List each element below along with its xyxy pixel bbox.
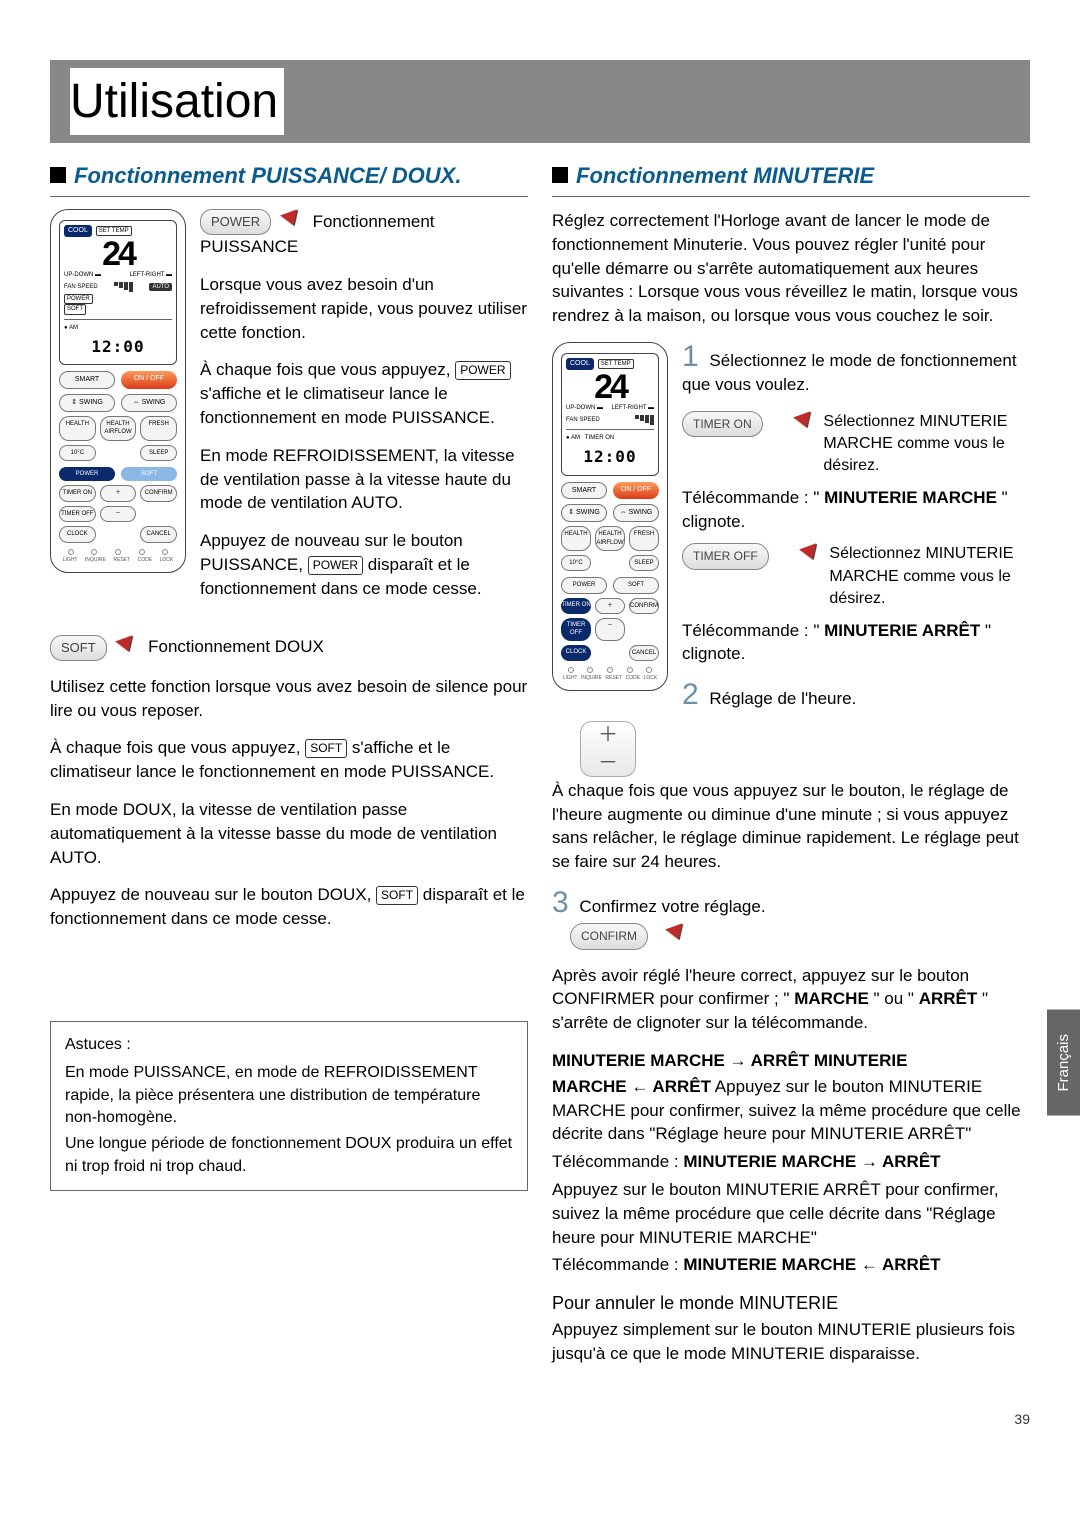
- telecommande-1: Télécommande : MINUTERIE MARCHE → ARRÊT: [552, 1150, 1030, 1174]
- btn-timeron: TIMER ON: [59, 485, 96, 501]
- btn-soft: SOFT: [121, 467, 177, 481]
- btn-sleep: SLEEP: [140, 445, 177, 461]
- lcd-clock: 12:00: [64, 336, 172, 358]
- timer-off-text: Sélectionnez MINUTERIE MARCHE comme vous…: [829, 543, 1030, 610]
- timer-on-text: Sélectionnez MINUTERIE MARCHE comme vous…: [823, 411, 1030, 478]
- cancel-text: Appuyez simplement sur le bouton MINUTER…: [552, 1318, 1030, 1366]
- marche-arret-p2: Appuyez sur le bouton MINUTERIE ARRÊT po…: [552, 1178, 1030, 1249]
- timer-off-button[interactable]: TIMER OFF: [682, 543, 769, 570]
- square-bullet-icon: [50, 167, 66, 183]
- left-column: Fonctionnement PUISSANCE/ DOUX. COOL SET…: [50, 161, 528, 1380]
- remote-illustration: COOL SET TEMP 24 UP-DOWN ▬LEFT-RIGHT ▬ F…: [50, 209, 186, 573]
- cursor-icon: [280, 209, 302, 228]
- square-bullet-icon: [552, 167, 568, 183]
- tips-1: En mode PUISSANCE, en mode de REFROIDISS…: [65, 1062, 513, 1129]
- section-heading-power-soft: Fonctionnement PUISSANCE/ DOUX.: [50, 161, 528, 197]
- lcd-auto: AUTO: [149, 283, 172, 291]
- soft-p4: Appuyez de nouveau sur le bouton DOUX, S…: [50, 883, 528, 931]
- btn-swing-v: ⇕ SWING: [59, 394, 115, 412]
- lcd-cool: COOL: [64, 225, 92, 237]
- remote-illustration-2: COOL SET TEMP 24 UP-DOWN ▬LEFT-RIGHT ▬ F…: [552, 342, 668, 691]
- power-chip-icon: POWER: [308, 556, 363, 575]
- lcd-soft-chip: SOFT: [64, 304, 86, 314]
- cursor-icon: [116, 635, 138, 654]
- btn-health: HEALTH: [59, 416, 96, 441]
- minus-icon: －: [598, 758, 618, 768]
- plus-icon: ＋: [598, 730, 618, 740]
- tips-2: Une longue période de fonctionnement DOU…: [65, 1133, 513, 1178]
- lcd-fan: FAN SPEED: [64, 283, 98, 291]
- btn-fresh: FRESH: [140, 416, 177, 441]
- cancel-heading: Pour annuler le monde MINUTERIE: [552, 1291, 1030, 1316]
- step-3: 3 Confirmez votre réglage.: [552, 888, 1030, 919]
- btn-clock: CLOCK: [59, 526, 96, 542]
- heading-text: Fonctionnement MINUTERIE: [576, 161, 874, 192]
- marche-arret-p: MARCHE ← ARRÊT Appuyez sur le bouton MIN…: [552, 1075, 1030, 1146]
- heading-marche-arret: MINUTERIE MARCHE → ARRÊT MINUTERIE: [552, 1049, 1030, 1073]
- soft-p3: En mode DOUX, la vitesse de ventilation …: [50, 798, 528, 869]
- tips-title: Astuces :: [65, 1034, 513, 1056]
- cursor-icon: [794, 411, 816, 430]
- soft-button[interactable]: SOFT: [50, 635, 107, 661]
- language-tab: Français: [1047, 1010, 1080, 1116]
- soft-p2: À chaque fois que vous appuyez, SOFT s'a…: [50, 736, 528, 784]
- section-heading-timer: Fonctionnement MINUTERIE: [552, 161, 1030, 197]
- timer-intro: Réglez correctement l'Horloge avant de l…: [552, 209, 1030, 328]
- soft-caption: Fonctionnement DOUX: [148, 637, 324, 656]
- timer-on-button[interactable]: TIMER ON: [682, 411, 763, 438]
- confirm-button[interactable]: CONFIRM: [570, 923, 648, 950]
- soft-chip-icon: SOFT: [376, 886, 418, 905]
- page-number: 39: [50, 1410, 1030, 1430]
- btn-10c: 10°C: [59, 445, 96, 461]
- after-confirm: Après avoir réglé l'heure correct, appuy…: [552, 964, 1030, 1035]
- plus-minus-control[interactable]: ＋ －: [580, 721, 636, 777]
- btn-timeroff: TIMER OFF: [59, 506, 96, 522]
- btn-onoff: ON / OFF: [121, 371, 177, 389]
- btn-airflow: HEALTH AIRFLOW: [100, 416, 137, 441]
- step-number-1: 1: [682, 342, 699, 372]
- page-title: Utilisation: [70, 68, 284, 135]
- power-button[interactable]: POWER: [200, 209, 271, 235]
- soft-p1: Utilisez cette fonction lorsque vous ave…: [50, 675, 528, 723]
- telecommande-2: Télécommande : MINUTERIE MARCHE ← ARRÊT: [552, 1253, 1030, 1277]
- btn-power: POWER: [59, 467, 115, 481]
- lcd-temp: 24: [64, 239, 172, 270]
- btn-confirm: CONFIRM: [140, 485, 177, 501]
- step-2-detail: À chaque fois que vous appuyez sur le bo…: [552, 779, 1030, 874]
- tips-box: Astuces : En mode PUISSANCE, en mode de …: [50, 1021, 528, 1191]
- soft-chip-icon: SOFT: [305, 739, 347, 758]
- right-column: Fonctionnement MINUTERIE Réglez correcte…: [552, 161, 1030, 1380]
- btn-cancel: CANCEL: [140, 526, 177, 542]
- step-number-2: 2: [682, 680, 699, 710]
- cursor-icon: [800, 544, 822, 563]
- lcd-power-chip: POWER: [64, 294, 93, 304]
- heading-text: Fonctionnement PUISSANCE/ DOUX.: [74, 161, 461, 192]
- power-chip-icon: POWER: [455, 361, 510, 380]
- step-number-3: 3: [552, 888, 569, 918]
- page-title-bar: Utilisation: [50, 60, 1030, 143]
- btn-smart: SMART: [59, 371, 115, 389]
- cursor-icon: [665, 923, 687, 942]
- btn-swing-h: ⇔ SWING: [121, 394, 177, 412]
